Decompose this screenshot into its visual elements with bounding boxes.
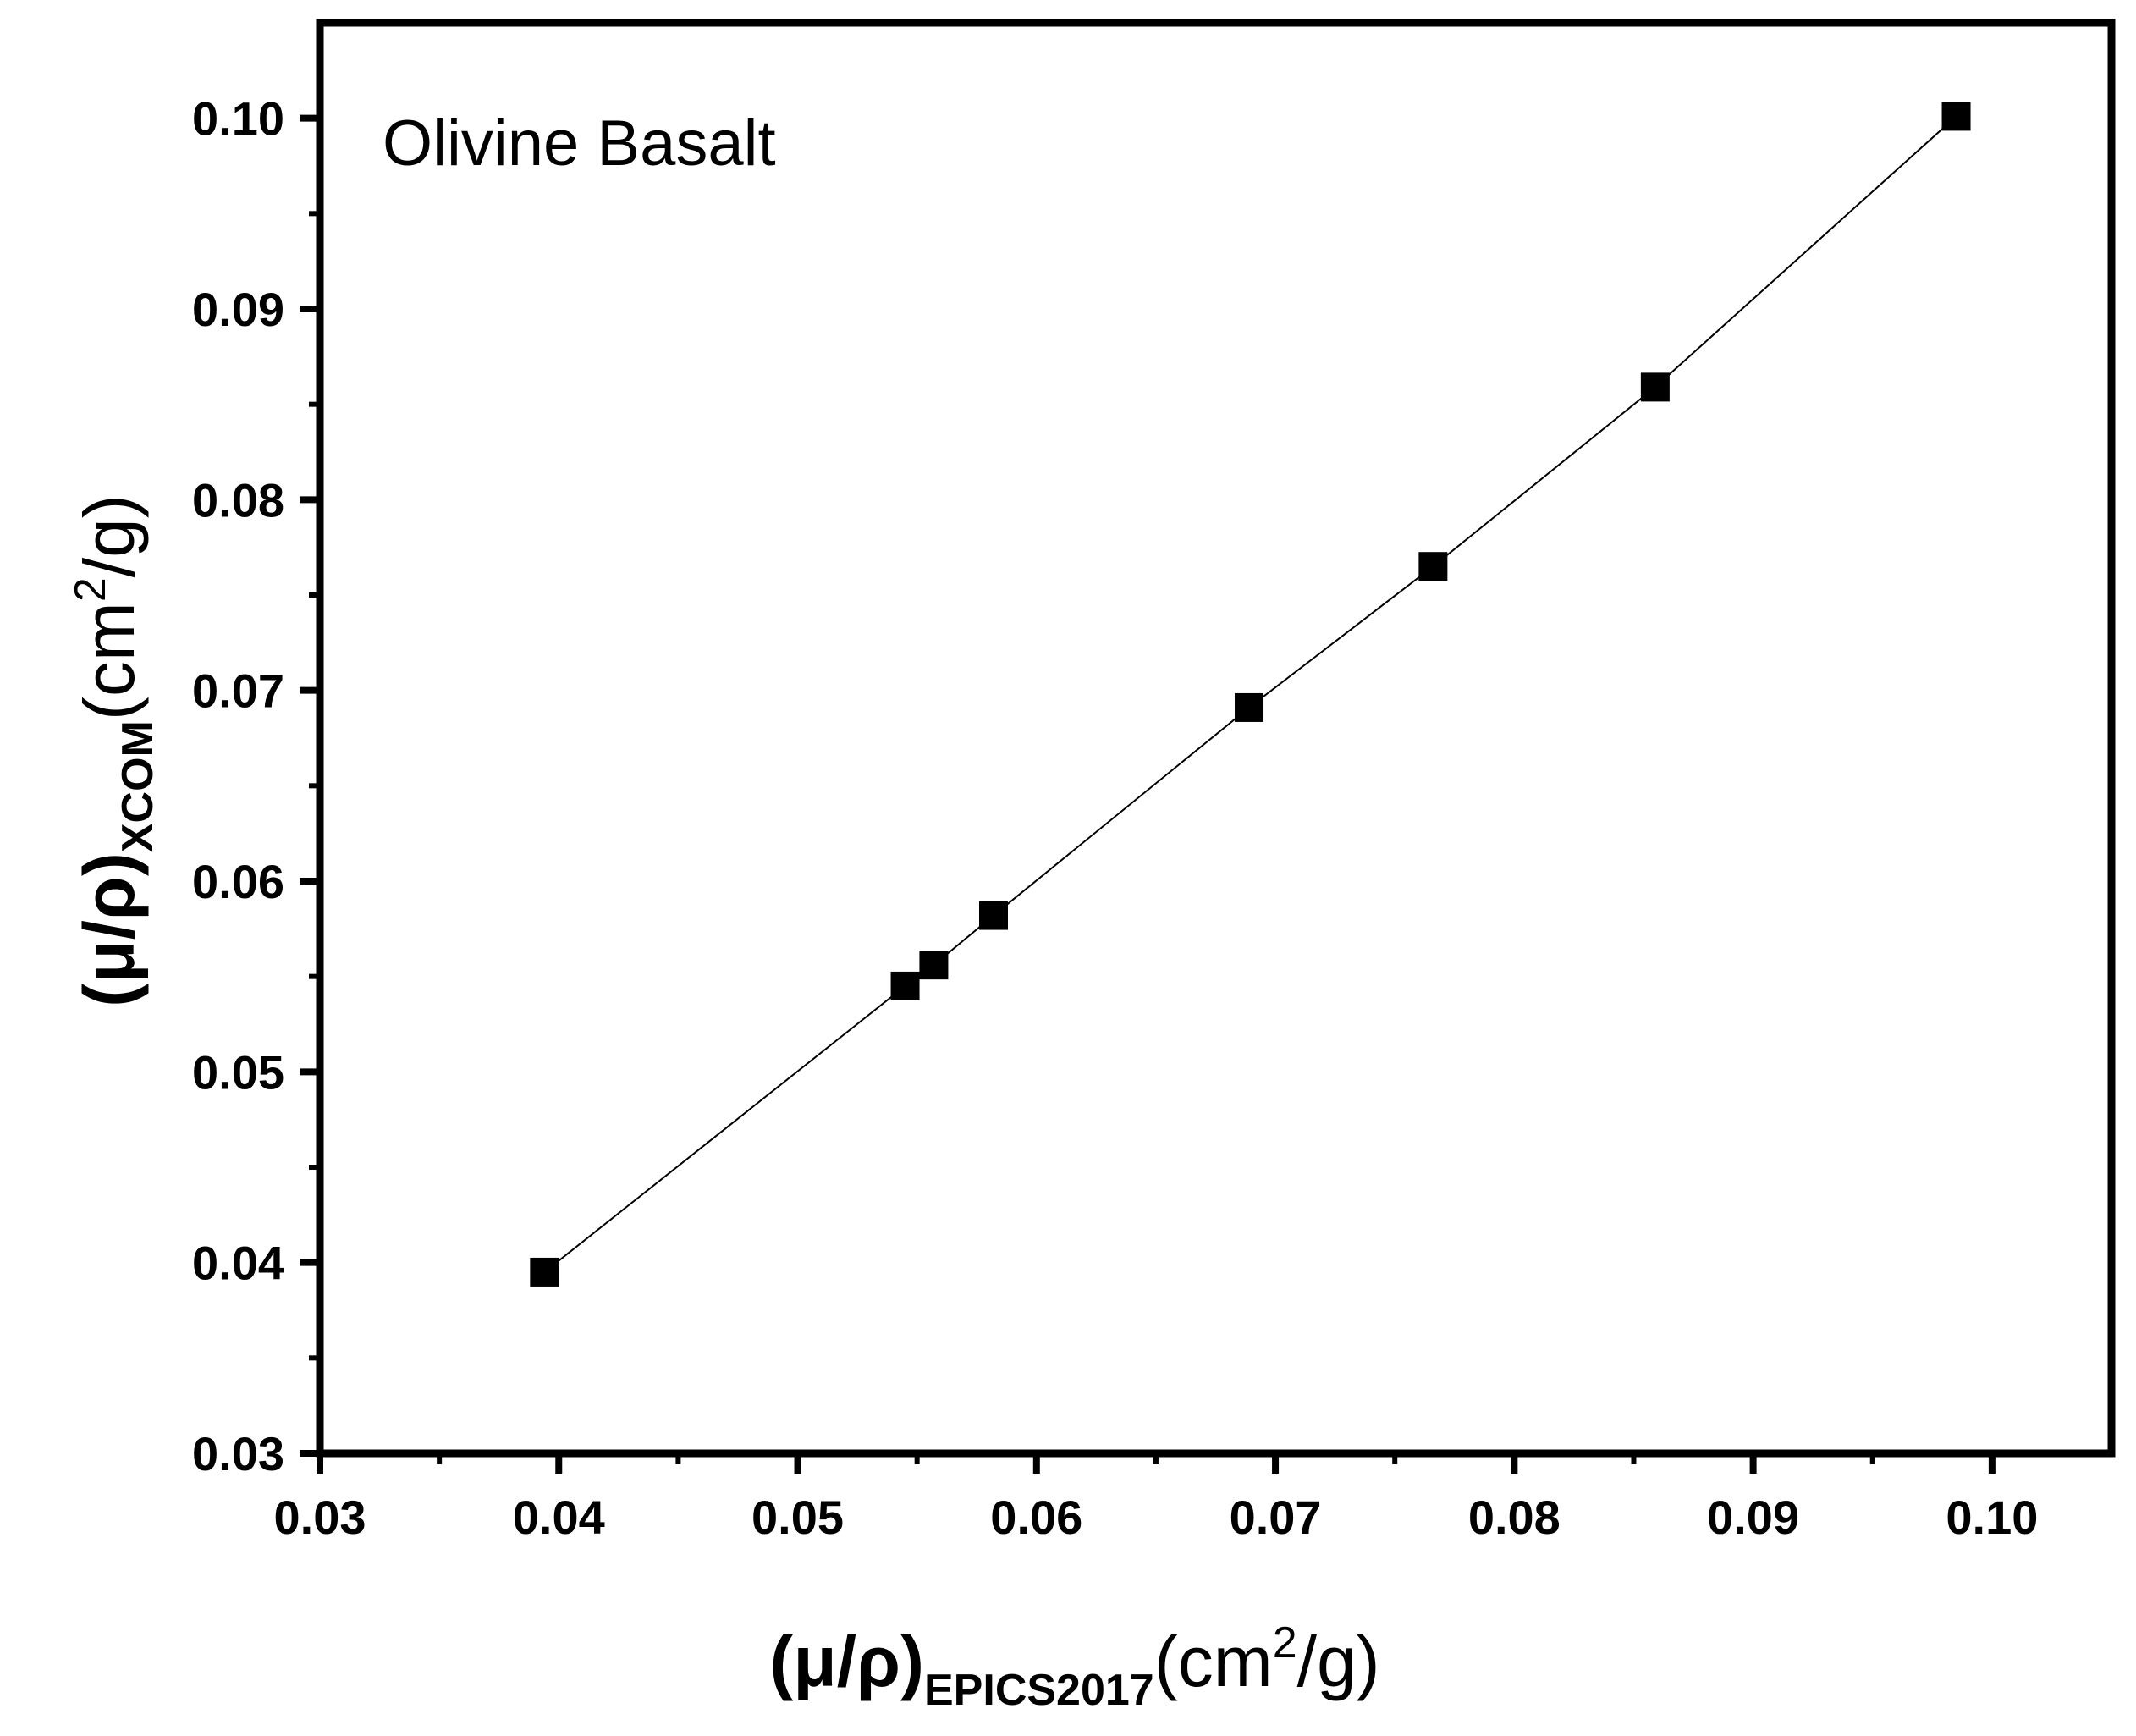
x-tick-label: 0.10 [1946, 1491, 2038, 1544]
x-axis-title-subscript: EPICS2017 [924, 1666, 1154, 1715]
data-point [890, 971, 920, 1000]
y-tick-label: 0.07 [192, 664, 284, 718]
y-axis-title-superscript: 2 [66, 577, 115, 602]
data-point [978, 901, 1008, 930]
y-tick-label: 0.04 [192, 1237, 284, 1290]
data-point [1418, 552, 1448, 581]
x-axis-title-unit-open: (cm [1154, 1622, 1273, 1701]
series-layer [530, 102, 1971, 1287]
y-tick-label: 0.06 [192, 855, 284, 908]
x-tick-label: 0.05 [751, 1491, 844, 1544]
data-point [1640, 372, 1670, 402]
data-point [1941, 102, 1971, 131]
axes-layer: 0.03 0.04 0.05 0.06 0.07 0.08 0.09 0.10 0.03 0.04… [192, 19, 2116, 1544]
x-tick-label: 0.08 [1468, 1491, 1561, 1544]
y-tick-label: 0.05 [192, 1045, 284, 1099]
x-tick-label: 0.09 [1707, 1491, 1799, 1544]
x-axis-title-unit-close: /g) [1297, 1622, 1380, 1701]
x-tick-label: 0.07 [1230, 1491, 1322, 1544]
x-axis-title-prefix: (μ/ρ) [769, 1622, 924, 1701]
y-axis-title-subscript: XCOM [113, 720, 162, 852]
y-axis-title-unit-close: /g) [69, 494, 149, 577]
x-tick-label: 0.06 [990, 1491, 1082, 1544]
data-point [1235, 692, 1264, 722]
y-axis-title-unit-open: (cm [69, 602, 149, 720]
data-point [530, 1257, 559, 1287]
x-axis-title: (μ/ρ)EPICS2017(cm2/g) [769, 1618, 1379, 1715]
y-axis-title-prefix: (μ/ρ) [69, 852, 149, 1007]
y-tick-label: 0.09 [192, 283, 284, 336]
plot-frame [316, 19, 2116, 1458]
x-tick-label: 0.03 [274, 1491, 366, 1544]
y-tick-label: 0.03 [192, 1427, 284, 1480]
data-point [919, 951, 949, 980]
chart-annotation: Olivine Basalt [383, 107, 776, 179]
y-tick-label: 0.08 [192, 473, 284, 526]
y-tick-label: 0.10 [192, 92, 284, 146]
x-axis-title-superscript: 2 [1273, 1618, 1297, 1667]
y-axis-title: (μ/ρ)XCOM(cm2/g) [66, 494, 162, 1007]
x-tick-label: 0.04 [513, 1491, 605, 1544]
